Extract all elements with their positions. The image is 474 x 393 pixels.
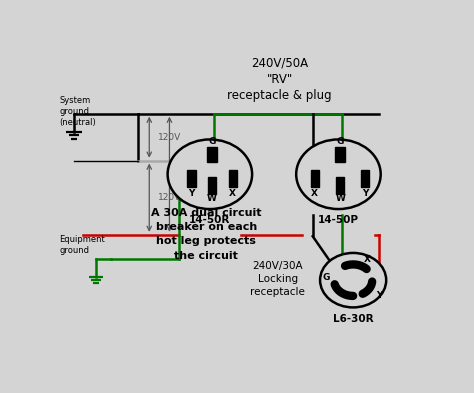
Circle shape — [168, 140, 252, 209]
Text: G: G — [337, 136, 344, 145]
Text: Y: Y — [376, 291, 383, 300]
Circle shape — [296, 140, 381, 209]
Text: 240V: 240V — [177, 170, 200, 179]
Bar — [228, 171, 237, 187]
Text: System
ground
(neutral): System ground (neutral) — [60, 95, 96, 127]
Text: 240V/50A
"RV"
receptacle & plug: 240V/50A "RV" receptacle & plug — [228, 56, 332, 102]
Text: 14-50R: 14-50R — [189, 215, 230, 225]
Text: W: W — [335, 194, 345, 203]
Bar — [208, 177, 216, 194]
Text: A 30A dual circuit
breaker on each
hot leg protects
the circuit: A 30A dual circuit breaker on each hot l… — [151, 208, 262, 261]
Text: X: X — [311, 189, 318, 198]
Text: L6-30R: L6-30R — [333, 314, 374, 324]
Text: 120V: 120V — [158, 133, 182, 142]
Text: G: G — [323, 273, 330, 282]
Text: X: X — [364, 255, 371, 264]
Text: 240V/30A
Locking
receptacle: 240V/30A Locking receptacle — [250, 261, 305, 297]
Circle shape — [320, 253, 386, 307]
Bar — [310, 171, 319, 187]
Bar — [361, 171, 369, 187]
Bar — [336, 177, 344, 194]
Text: X: X — [229, 189, 236, 198]
Text: W: W — [207, 194, 217, 203]
Text: 120V: 120V — [158, 193, 182, 202]
Text: Y: Y — [188, 189, 195, 198]
Text: Equipment
ground: Equipment ground — [60, 235, 105, 255]
Text: G: G — [208, 136, 215, 145]
Bar — [207, 147, 217, 162]
Text: 14-50P: 14-50P — [318, 215, 359, 225]
Bar — [335, 147, 346, 162]
Text: Y: Y — [362, 189, 368, 198]
Bar — [187, 171, 196, 187]
